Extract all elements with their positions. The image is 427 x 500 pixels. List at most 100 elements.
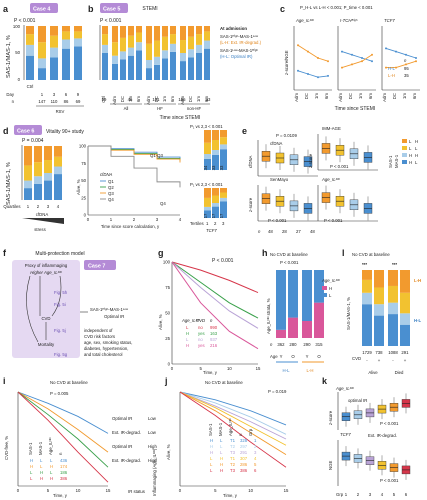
a-ytick-100: 100 — [13, 24, 21, 29]
e-leg-v1: H — [415, 139, 418, 144]
h-bar-2-s0 — [302, 321, 312, 338]
b-bar-8-s0 — [170, 51, 176, 80]
j-curve-5 — [179, 391, 287, 468]
i-title: No CVD at baseline — [50, 380, 88, 385]
i-leg-v-2-1: H — [40, 470, 43, 475]
i-right-label-2: Optimal IR — [112, 444, 132, 449]
a-ytick-0: 0 — [18, 77, 21, 82]
j-leg-v-4-0: L — [210, 462, 213, 467]
panel-d-p1: P = 0.004 — [22, 138, 44, 144]
j-curve-1 — [179, 391, 287, 435]
a-n-2: 110 — [51, 99, 58, 104]
d-bar-3-s2 — [54, 156, 62, 167]
f-title: Multi-protection model — [35, 251, 84, 257]
a-bar-3-s0 — [62, 48, 70, 80]
b-group-nonhf: non-HF — [187, 106, 202, 111]
d-q4: 4 — [57, 204, 60, 209]
e-leg-k3: H — [409, 153, 412, 158]
a-bar-1-s2 — [38, 42, 46, 59]
d-tert-b-bar-0-s0 — [204, 210, 211, 218]
g-leg-h-1: CVD — [196, 318, 205, 323]
j-leg-g-5: 6 — [254, 468, 257, 473]
l-ylabel: SAS-1/MAS-1, % — [346, 297, 351, 330]
case4-badge — [30, 3, 58, 13]
l-bar-1-s1 — [374, 304, 384, 316]
e-ylabel-3: z-score — [248, 197, 253, 212]
e-leg-v3: H — [415, 153, 418, 158]
a-bar-4-s3 — [74, 26, 82, 32]
b-bar-6-s2 — [154, 40, 160, 57]
c-pt-hl-2-3 — [415, 57, 417, 59]
b-bar-11-s0 — [196, 53, 202, 80]
h-leg-sw-l — [322, 293, 327, 297]
j-leg-v-5-1: H — [220, 468, 223, 473]
j-leg-h-3: n — [238, 433, 243, 436]
j-ylabel: Alive, % — [166, 444, 171, 460]
d-bar-3-s3 — [54, 146, 62, 157]
d-surv-xt-3: 3 — [156, 217, 159, 222]
d-tn2-1: 17 — [211, 213, 216, 218]
h-n-2: 290 — [303, 342, 311, 347]
k-lab-2: Ext. IR-degrad. — [368, 433, 397, 438]
b-n-2: 101 — [152, 97, 160, 102]
a-ytick-50: 50 — [15, 50, 20, 55]
l-bar-0-s0 — [362, 304, 372, 346]
c-pt-hl-0-3 — [327, 74, 329, 77]
e-title-4: Age_ILᴰᴰ — [321, 177, 341, 182]
i-xt-3: 15 — [106, 488, 111, 493]
d-p3: P₁ vs 2,3 < 0.001 — [190, 182, 223, 187]
e-p-2: P < 0.001 — [330, 164, 349, 169]
c-line-hl-0 — [297, 70, 329, 78]
d-tert-a-bar-1-s1 — [212, 150, 219, 155]
l-sig-1: *** — [362, 262, 367, 267]
b-bar-9-s3 — [180, 26, 186, 41]
panel-d: d Case 6 Vitality 90+ study P = 0.004 SA… — [3, 124, 227, 233]
b-bar-2-s2 — [120, 37, 126, 52]
panel-l: l No CVD at baseline SAS-1/MAS-1, % *** … — [342, 248, 422, 375]
g-leg-n-2: 937 — [210, 337, 218, 342]
c-pt-hl-1-2 — [361, 57, 363, 59]
case7-badge-text: Case 7 — [88, 264, 105, 270]
c-legend-hl: H-L — [388, 66, 396, 71]
b-bar-2-s1 — [120, 51, 126, 60]
e-leg-sw-1 — [402, 139, 407, 143]
panel-b-time-ticks: Ctrl Adm DC 1m 6m Adm DC 1m 6m Adm DC 1m 6m — [101, 96, 209, 105]
j-leg-n-1: 297 — [240, 444, 248, 449]
b-bar-11-s1 — [196, 44, 202, 53]
a-bar-1-s0 — [38, 68, 46, 80]
i-leg-v-2-0: L — [30, 470, 33, 475]
a-bar-2-s2 — [50, 35, 58, 48]
b-tick-1-2: 1m — [162, 96, 167, 102]
g-leg-a-3: H — [186, 343, 189, 348]
i-foot-1: IR status — [128, 489, 145, 494]
h-legend-l: L — [329, 293, 332, 298]
j-leg-v-3-0: L — [210, 456, 213, 461]
l-group-alive: Alive — [368, 370, 378, 375]
b-bar-10-s3 — [188, 26, 194, 37]
k-title-2: TCF7 — [340, 432, 351, 437]
k-title-1: Age_ILᴰᴰ — [335, 386, 355, 391]
h-age-label: Age — [270, 354, 278, 359]
d-bar-1-s0 — [34, 183, 42, 200]
b-tick-1-0: Adm — [146, 96, 151, 105]
c-pt-hl-2-2 — [405, 53, 407, 56]
b-bar-4-s2 — [136, 32, 142, 43]
i-curve-1 — [17, 391, 109, 453]
l-cvd-2: - — [392, 358, 394, 363]
b-bar-10-s2 — [188, 36, 194, 50]
d-t3: 3 — [222, 221, 225, 226]
b-bar-10-s0 — [188, 57, 194, 80]
panel-b-bars — [102, 26, 210, 80]
b-bar-7-s2 — [162, 36, 168, 51]
i-leg-v-0-0: H — [30, 458, 33, 463]
j-curve-2 — [179, 391, 287, 440]
panel-a-p: P < 0.001 — [14, 18, 36, 24]
d-tert-b-bar-2-s2 — [220, 192, 227, 198]
i-leg-h-0: SAS-1 — [28, 442, 33, 455]
i-leg-v-3-0: L — [30, 476, 33, 481]
f-fig-1: Fig. 5h — [54, 290, 68, 295]
i-right-labels: Optimal IR Low Ext. IR-degrad. Low Optimal I… — [112, 416, 157, 463]
e-n-3: 27 — [296, 229, 301, 234]
panel-b: b Case 5 P < 0.001 STEMI Ctrl Adm DC 1m 6m Ad… — [88, 3, 262, 121]
h-n-label: n — [270, 342, 273, 347]
